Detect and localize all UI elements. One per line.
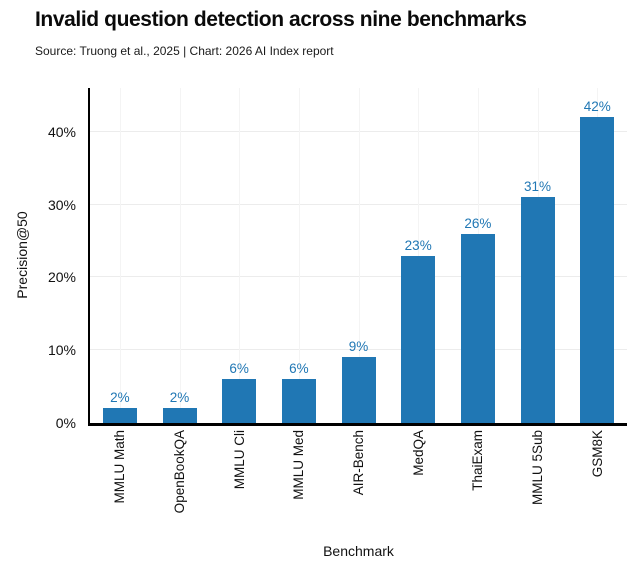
chart-title: Invalid question detection across nine b… — [35, 8, 527, 31]
y-tick-label: 40% — [47, 123, 76, 140]
bar-slot: 2% — [150, 88, 210, 423]
bar — [580, 117, 615, 423]
x-cat-slot: GSM8K — [567, 430, 627, 534]
bar-slot: 26% — [448, 88, 508, 423]
bar-value-label: 9% — [348, 339, 369, 355]
y-tick-labels: 0% 10% 20% 30% 40% — [0, 88, 82, 431]
bar — [281, 379, 316, 423]
bar-slot: 6% — [209, 88, 269, 423]
bar-value-label: 2% — [169, 390, 190, 406]
bar — [222, 379, 257, 423]
y-tick-label: 10% — [47, 342, 76, 359]
bar-slot: 23% — [388, 88, 448, 423]
bar-slot: 6% — [269, 88, 329, 423]
plot-area: 2% 2% 6% 6% 9% 23% 26% 31% 42% — [88, 88, 627, 426]
x-cat-slot: OpenBookQA — [150, 430, 210, 534]
bar-slot: 31% — [508, 88, 568, 423]
bar-value-label: 6% — [229, 361, 249, 377]
bar — [102, 408, 137, 423]
bar-slot: 9% — [329, 88, 389, 423]
x-category-label: MMLU Med — [291, 430, 307, 500]
v-gridline — [119, 88, 121, 423]
v-gridline — [358, 88, 360, 423]
bar-slot: 42% — [567, 88, 627, 423]
bar-value-label: 6% — [289, 361, 309, 377]
x-category-label: OpenBookQA — [172, 430, 187, 514]
x-category-label: MMLU Cli — [231, 430, 247, 490]
bar — [162, 408, 197, 423]
v-gridline — [298, 88, 300, 423]
x-cat-slot: MMLU Math — [90, 430, 150, 534]
x-axis-label: Benchmark — [323, 543, 394, 559]
x-category-label: MMLU 5Sub — [530, 430, 546, 506]
bar — [341, 357, 376, 423]
x-category-label: AIR-Bench — [351, 430, 367, 496]
bar-slot: 2% — [90, 88, 150, 423]
bar-value-label: 31% — [524, 179, 552, 195]
bars-row: 2% 2% 6% 6% 9% 23% 26% 31% 42% — [90, 88, 627, 423]
x-cat-slot: ThaiExam — [448, 430, 508, 534]
x-category-label: GSM8K — [589, 430, 605, 478]
bar — [520, 197, 555, 423]
bar-value-label: 2% — [110, 390, 130, 406]
v-gridline — [179, 88, 181, 423]
x-cat-slot: AIR-Bench — [329, 430, 389, 534]
bar — [460, 233, 495, 423]
x-cat-slot: MMLU 5Sub — [508, 430, 568, 534]
bar-value-label: 42% — [583, 99, 611, 115]
x-tick-labels: MMLU Math OpenBookQA MMLU Cli MMLU Med AIR-B… — [90, 430, 627, 534]
bar-value-label: 26% — [464, 215, 492, 231]
bar — [401, 255, 436, 423]
bar-value-label: 23% — [404, 237, 432, 253]
y-tick-label: 20% — [47, 269, 76, 286]
x-category-label: MMLU Math — [112, 430, 128, 504]
v-gridline — [239, 88, 241, 423]
x-category-label: MedQA — [410, 430, 426, 476]
x-cat-slot: MMLU Med — [269, 430, 329, 534]
chart-subtitle: Source: Truong et al., 2025 | Chart: 202… — [35, 44, 334, 58]
y-tick-label: 0% — [55, 415, 76, 431]
x-cat-slot: MedQA — [388, 430, 448, 534]
x-category-label: ThaiExam — [470, 430, 486, 491]
y-tick-label: 30% — [47, 196, 76, 213]
x-cat-slot: MMLU Cli — [209, 430, 269, 534]
